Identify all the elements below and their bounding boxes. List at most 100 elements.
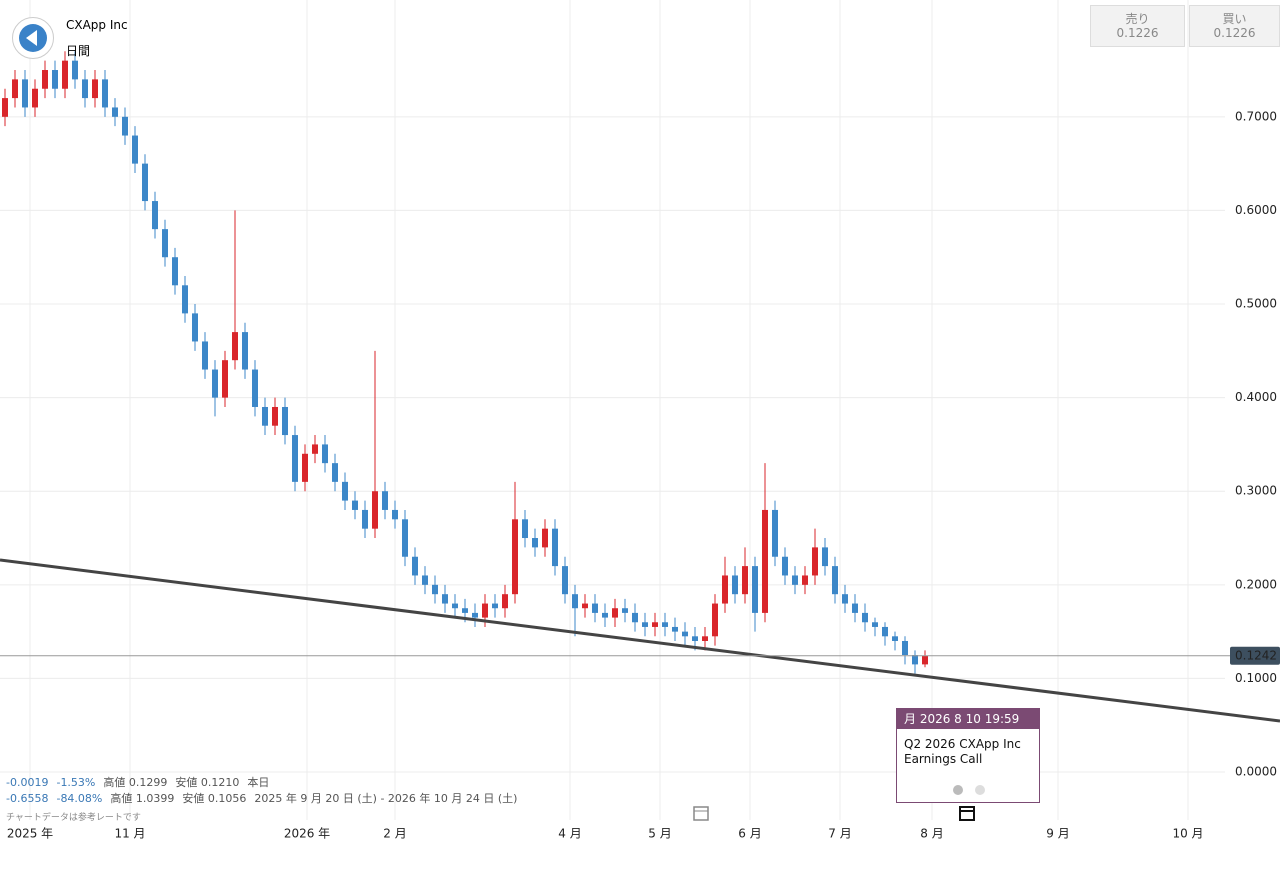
candle-body — [852, 603, 858, 613]
candle-body — [202, 341, 208, 370]
current-price-box — [1230, 646, 1280, 665]
candle-body — [792, 575, 798, 585]
candle-body — [322, 444, 328, 464]
candle-body — [422, 575, 428, 585]
candle-body — [472, 612, 478, 618]
candle-body — [742, 566, 748, 595]
candle-body — [342, 481, 348, 501]
candle-body — [92, 79, 98, 99]
candle-body — [842, 594, 848, 604]
candle-body — [182, 285, 188, 314]
x-tick-label: 2 月 — [383, 827, 406, 841]
candle-body — [402, 519, 408, 557]
stats-today: -0.0019 -1.53% 高値 0.1299 安値 0.1210 本日 — [6, 774, 277, 790]
sell-button[interactable]: 売り 0.1226 — [1090, 5, 1185, 47]
candle-body — [432, 584, 438, 595]
instrument-name: CXApp Inc — [66, 18, 128, 32]
candle-body — [122, 116, 128, 136]
candle-body — [552, 528, 558, 567]
trendline — [0, 558, 1280, 723]
candle-body — [622, 608, 628, 613]
candle-body — [112, 107, 118, 117]
change: -0.0019 — [6, 776, 49, 789]
y-tick-label: 0.6000 — [1235, 203, 1277, 217]
x-tick-label: 5 月 — [648, 827, 671, 841]
candle-body — [62, 60, 68, 89]
candle-body — [352, 500, 358, 510]
candle-body — [372, 491, 378, 529]
buy-button[interactable]: 買い 0.1226 — [1189, 5, 1280, 47]
candle-body — [592, 603, 598, 613]
candle-body — [502, 594, 508, 609]
change-pct: -84.08% — [56, 792, 103, 805]
candle-body — [492, 603, 498, 609]
candle-body — [382, 491, 388, 510]
candle-body — [272, 406, 278, 426]
candle-body — [522, 519, 528, 539]
candle-body — [52, 70, 58, 89]
candle-body — [42, 70, 48, 89]
candle-body — [562, 566, 568, 595]
candle-body — [212, 369, 218, 398]
calendar-icon[interactable] — [692, 804, 710, 822]
candle-body — [152, 201, 158, 230]
candle-body — [2, 98, 8, 117]
sell-price: 0.1226 — [1116, 26, 1159, 40]
low: 安値 0.1056 — [182, 792, 247, 805]
candle-body — [162, 229, 168, 258]
calendar-icon[interactable] — [958, 804, 976, 822]
candle-body — [292, 435, 298, 482]
candle-body — [862, 612, 868, 623]
page-dot[interactable] — [953, 785, 963, 795]
period: 本日 — [247, 776, 270, 789]
candle-body — [192, 313, 198, 342]
event-popup[interactable]: 月 2026 8 10 19:59 Q2 2026 CXApp Inc Earn… — [896, 708, 1040, 803]
y-tick-label: 0.3000 — [1235, 484, 1277, 498]
candle-body — [912, 655, 918, 665]
candle-body — [462, 608, 468, 613]
candle-body — [22, 79, 28, 108]
candle-body — [752, 566, 758, 613]
candle-body — [892, 636, 898, 641]
x-tick-label: 4 月 — [558, 827, 581, 841]
change-pct: -1.53% — [56, 776, 96, 789]
candle-body — [312, 444, 318, 454]
candle-body — [82, 79, 88, 99]
x-tick-label: 11 月 — [114, 827, 145, 841]
x-tick-label: 9 月 — [1046, 827, 1069, 841]
candle-body — [782, 556, 788, 576]
candle-body — [222, 360, 228, 398]
candle-body — [712, 603, 718, 637]
candle-body — [102, 79, 108, 108]
candle-body — [452, 603, 458, 609]
candle-body — [762, 509, 768, 613]
candle-body — [902, 640, 908, 656]
candle-body — [612, 608, 618, 618]
candle-body — [732, 575, 738, 595]
candle-body — [582, 603, 588, 609]
back-button[interactable] — [12, 17, 54, 59]
x-tick-label: 7 月 — [828, 827, 851, 841]
candle-body — [812, 547, 818, 576]
candle-body — [832, 566, 838, 595]
candle-body — [882, 626, 888, 637]
candle-body — [442, 594, 448, 604]
candle-body — [692, 636, 698, 641]
page-dot[interactable] — [975, 785, 985, 795]
candle-body — [132, 135, 138, 164]
candle-body — [412, 556, 418, 576]
candle-body — [172, 257, 178, 286]
candle-body — [572, 594, 578, 609]
candle-body — [332, 463, 338, 482]
x-tick-label: 6 月 — [738, 827, 761, 841]
interval[interactable]: 日間 — [66, 44, 91, 58]
candle-body — [262, 406, 268, 426]
back-icon — [19, 24, 47, 52]
y-tick-label: 0.1000 — [1235, 671, 1277, 685]
y-tick-label: 0.2000 — [1235, 577, 1277, 591]
period: 2025 年 9 月 20 日 (土) - 2026 年 10 月 24 日 (… — [254, 792, 518, 805]
candle-body — [772, 509, 778, 557]
x-tick-label: 8 月 — [920, 827, 943, 841]
high: 高値 0.1299 — [103, 776, 168, 789]
candle-body — [722, 575, 728, 604]
